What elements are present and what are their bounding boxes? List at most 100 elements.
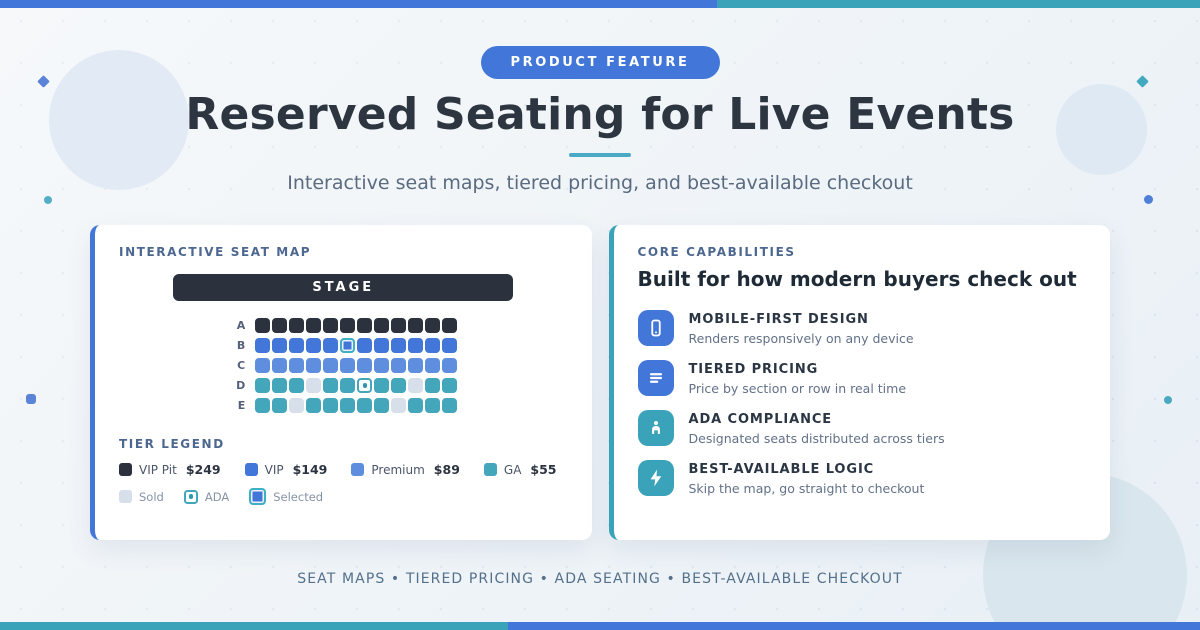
- feature-desc: Skip the map, go straight to checkout: [688, 481, 925, 496]
- seat-e-12[interactable]: [442, 398, 458, 413]
- seat-d-9[interactable]: [391, 378, 407, 393]
- seat-c-3[interactable]: [289, 358, 305, 373]
- seat-b-5[interactable]: [323, 338, 339, 353]
- title-divider: [569, 153, 631, 157]
- seat-a-11[interactable]: [425, 318, 441, 333]
- seat-d-5[interactable]: [323, 378, 339, 393]
- seat-group: [255, 358, 458, 373]
- seat-d-2[interactable]: [272, 378, 288, 393]
- seat-e-8[interactable]: [374, 398, 390, 413]
- seat-c-10[interactable]: [408, 358, 424, 373]
- seat-b-3[interactable]: [289, 338, 305, 353]
- seat-c-6[interactable]: [340, 358, 356, 373]
- sold-seat-icon: [119, 490, 132, 503]
- seat-a-7[interactable]: [357, 318, 373, 333]
- seat-d-3[interactable]: [289, 378, 305, 393]
- seat-a-2[interactable]: [272, 318, 288, 333]
- capabilities-card-label: CORE CAPABILITIES: [637, 245, 796, 259]
- tier-price: $249: [185, 462, 221, 477]
- seat-b-6[interactable]: [340, 338, 356, 353]
- seat-b-4[interactable]: [306, 338, 322, 353]
- seat-d-8[interactable]: [374, 378, 390, 393]
- seat-d-12[interactable]: [442, 378, 458, 393]
- seat-c-8[interactable]: [374, 358, 390, 373]
- seat-group: [255, 398, 458, 413]
- seat-b-11[interactable]: [425, 338, 441, 353]
- seat-b-1[interactable]: [255, 338, 271, 353]
- seat-c-5[interactable]: [323, 358, 339, 373]
- product-feature-badge[interactable]: PRODUCT FEATURE: [480, 46, 720, 79]
- seat-a-3[interactable]: [289, 318, 305, 333]
- accessibility-icon: [637, 410, 674, 446]
- footer-tagline: SEAT MAPS • TIERED PRICING • ADA SEATING…: [297, 571, 903, 587]
- legend-status-selected: Selected: [249, 488, 323, 505]
- top-accent-bar: [0, 0, 1200, 8]
- feature-title: ADA COMPLIANCE: [688, 412, 833, 427]
- seat-a-4[interactable]: [306, 318, 322, 333]
- ada-seat-icon: [183, 489, 198, 504]
- seat-b-8[interactable]: [374, 338, 390, 353]
- status-name: Selected: [273, 489, 324, 504]
- seat-c-2[interactable]: [272, 358, 288, 373]
- seat-c-7[interactable]: [357, 358, 373, 373]
- seat-e-6[interactable]: [340, 398, 356, 413]
- seat-a-8[interactable]: [374, 318, 390, 333]
- row-label: C: [237, 359, 246, 372]
- legend-tier-ga: GA $55: [483, 462, 557, 477]
- phone-icon: [637, 310, 674, 346]
- seat-e-4[interactable]: [306, 398, 322, 413]
- seat-b-7[interactable]: [357, 338, 373, 353]
- seat-a-1[interactable]: [255, 318, 271, 333]
- tier-name: GA: [503, 462, 522, 477]
- feature-title: MOBILE-FIRST DESIGN: [688, 312, 869, 327]
- seat-c-4[interactable]: [306, 358, 322, 373]
- seat-e-11[interactable]: [425, 398, 441, 413]
- seat-d-6[interactable]: [340, 378, 356, 393]
- bolt-icon: [637, 460, 674, 496]
- seat-c-11[interactable]: [425, 358, 441, 373]
- decor-dot-blue-right: [1144, 195, 1153, 204]
- page-subtitle: Interactive seat maps, tiered pricing, a…: [287, 172, 913, 194]
- legend-tier-vip: VIP $149: [244, 462, 327, 477]
- seat-b-12[interactable]: [442, 338, 458, 353]
- seat-a-10[interactable]: [408, 318, 424, 333]
- seat-a-12[interactable]: [442, 318, 458, 333]
- bottom-bar-teal-segment: [0, 622, 508, 630]
- seat-a-5[interactable]: [323, 318, 339, 333]
- seat-e-7[interactable]: [357, 398, 373, 413]
- tier-swatch: [244, 463, 258, 476]
- seat-c-12[interactable]: [442, 358, 458, 373]
- seat-c-9[interactable]: [391, 358, 407, 373]
- seat-a-9[interactable]: [391, 318, 407, 333]
- feature-text: TIERED PRICING Price by section or row i…: [689, 360, 907, 396]
- stage-bar: STAGE: [173, 274, 514, 301]
- seat-e-5[interactable]: [323, 398, 339, 413]
- seat-b-9[interactable]: [391, 338, 407, 353]
- seat-e-1[interactable]: [255, 398, 271, 413]
- seat-b-2[interactable]: [272, 338, 288, 353]
- feature-text: ADA COMPLIANCE Designated seats distribu…: [689, 410, 945, 446]
- seat-row-c: C: [229, 358, 458, 373]
- legend-tier-row: VIP Pit $249 VIP $149 Premium $89 GA $55: [119, 462, 568, 477]
- decor-dot-teal-left: [44, 196, 52, 204]
- row-label: A: [236, 319, 246, 332]
- feature-tiered-pricing: TIERED PRICING Price by section or row i…: [637, 360, 1087, 396]
- seat-e-10[interactable]: [408, 398, 424, 413]
- row-label: D: [236, 379, 246, 392]
- legend-status-row: Sold ADA Selected: [119, 488, 568, 505]
- tier-name: Premium: [371, 462, 425, 477]
- seat-d-11[interactable]: [425, 378, 441, 393]
- feature-title: TIERED PRICING: [688, 362, 819, 377]
- seat-b-10[interactable]: [408, 338, 424, 353]
- seat-d-1[interactable]: [255, 378, 271, 393]
- seat-c-1[interactable]: [255, 358, 271, 373]
- seat-row-e: E: [229, 398, 458, 413]
- seat-e-2[interactable]: [272, 398, 288, 413]
- feature-desc: Designated seats distributed across tier…: [688, 431, 945, 446]
- list-icon: [637, 360, 674, 396]
- seat-d-7[interactable]: [357, 378, 373, 393]
- seat-a-6[interactable]: [340, 318, 356, 333]
- feature-desc: Price by section or row in real time: [688, 381, 907, 396]
